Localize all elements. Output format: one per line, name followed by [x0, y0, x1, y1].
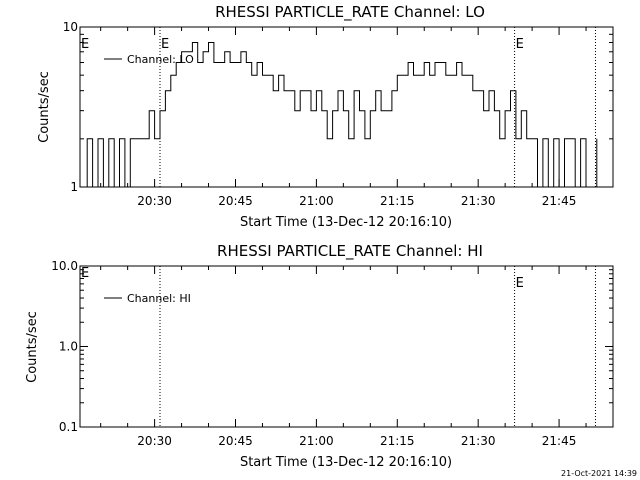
timestamp-footer: 21-Oct-2021 14:39: [561, 469, 637, 478]
x-tick-label-hi: 21:15: [380, 434, 415, 448]
x-tick-label-lo: 21:45: [542, 194, 577, 208]
y-axis-label-lo: Counts/sec: [37, 71, 52, 143]
y-ticks-hi: 0.1 1.0 10.0: [51, 259, 613, 434]
x-axis-label-hi: Start Time (13-Dec-12 20:16:10): [240, 455, 452, 470]
chart-title-hi: RHESSI PARTICLE_RATE Channel: HI: [217, 242, 483, 261]
x-tick-label-lo: 21:15: [380, 194, 415, 208]
y-ticks-lo: 1 10: [63, 20, 613, 194]
x-tick-label-lo: 20:45: [218, 194, 253, 208]
left-marker-label-lo: E: [81, 37, 89, 52]
y-tick-label-hi: 0.1: [59, 420, 78, 434]
x-tick-label-hi: 21:45: [542, 434, 577, 448]
legend-hi: Channel: HI: [104, 292, 191, 305]
legend-label-lo: Channel: LO: [127, 53, 194, 66]
x-tick-label-lo: 21:00: [299, 194, 334, 208]
x-tick-label-hi: 21:30: [461, 434, 496, 448]
x-tick-label-lo: 20:30: [137, 194, 172, 208]
x-axis-label-lo: Start Time (13-Dec-12 20:16:10): [240, 215, 452, 230]
legend-lo: Channel: LO: [104, 53, 194, 66]
event-marker-label-hi: E: [516, 276, 524, 291]
x-tick-label-hi: 20:45: [218, 434, 253, 448]
x-ticks-lo: 20:30 20:45 21:00 21:15 21:30 21:45: [100, 27, 587, 208]
chart-panel-hi: RHESSI PARTICLE_RATE Channel: HI 0.1 1.0 1…: [25, 242, 614, 470]
y-tick-label-hi: 1.0: [59, 340, 78, 354]
left-marker-label-hi: E: [81, 266, 89, 281]
event-markers-hi: E: [159, 266, 596, 427]
y-axis-label-hi: Counts/sec: [25, 311, 40, 383]
chart-panel-lo: RHESSI PARTICLE_RATE Channel: LO 1 10 20:…: [37, 3, 614, 230]
event-marker-label-lo: E: [161, 37, 169, 52]
x-tick-label-lo: 21:30: [461, 194, 496, 208]
y-tick-label-hi: 10.0: [51, 259, 78, 273]
event-marker-label-lo: E: [516, 37, 524, 52]
legend-label-hi: Channel: HI: [127, 292, 191, 305]
chart-title-lo: RHESSI PARTICLE_RATE Channel: LO: [215, 3, 485, 22]
y-tick-label-lo: 10: [63, 20, 78, 34]
x-ticks-hi: 20:30 20:45 21:00 21:15 21:30 21:45: [100, 266, 587, 448]
series-line-lo: [81, 42, 598, 188]
x-tick-label-hi: 20:30: [137, 434, 172, 448]
y-tick-label-lo: 1: [70, 180, 78, 194]
plot-frame-lo: [79, 26, 614, 188]
x-tick-label-hi: 21:00: [299, 434, 334, 448]
